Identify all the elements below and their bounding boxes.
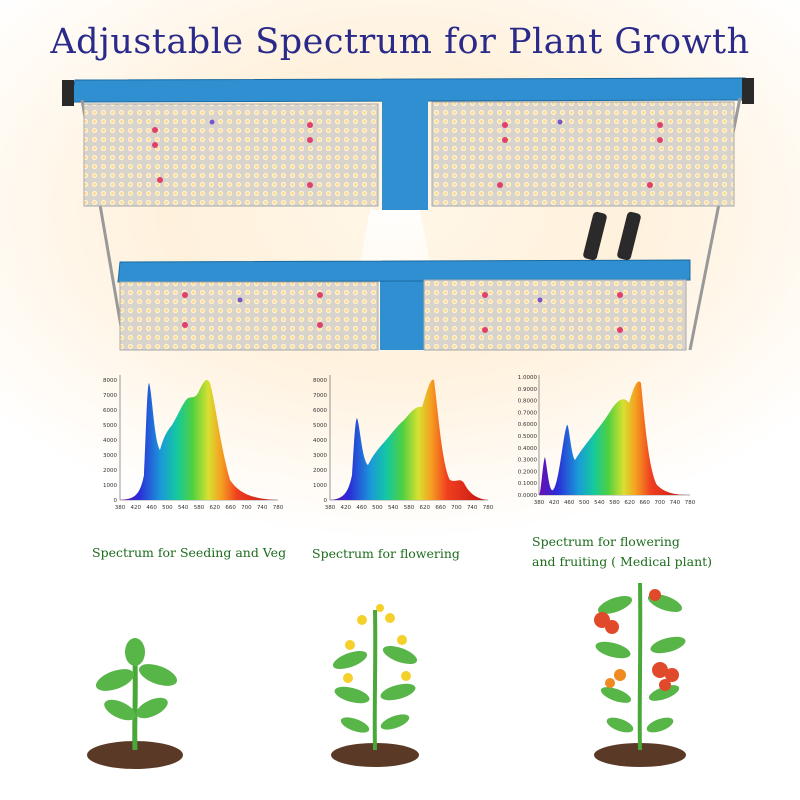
y-tick-label: 7000: [313, 393, 327, 399]
caption-line: Spectrum for Seeding and Veg: [92, 545, 287, 560]
x-tick-label: 780: [273, 505, 284, 511]
x-tick-label: 620: [420, 505, 431, 511]
y-tick-label: 0.0000: [518, 493, 538, 499]
x-tick-label: 620: [624, 500, 635, 506]
x-tick-label: 420: [549, 500, 560, 506]
x-tick-label: 700: [241, 505, 252, 511]
x-tick-label: 740: [467, 505, 478, 511]
fruiting-tomato-plant-icon: [594, 582, 686, 767]
x-tick-label: 660: [225, 505, 236, 511]
x-tick-label: 700: [655, 500, 666, 506]
spectrum-chart-fruiting: 0.0000 0.1000 0.2000 0.3000 0.4000 0.5000 0.60…: [518, 375, 696, 506]
y-tick-label: 5000: [103, 423, 117, 429]
x-tick-label: 460: [146, 505, 157, 511]
y-tick-label: 6000: [313, 408, 327, 414]
y-tick-label: 1000: [313, 483, 327, 489]
y-tick-label: 0.8000: [518, 399, 538, 405]
y-tick-label: 4000: [313, 438, 327, 444]
x-tick-label: 620: [210, 505, 221, 511]
y-tick-label: 5000: [313, 423, 327, 429]
x-tick-label: 740: [257, 505, 268, 511]
y-tick-label: 0.4000: [518, 446, 538, 452]
y-tick-label: 8000: [313, 378, 327, 384]
x-tick-label: 740: [670, 500, 681, 506]
x-tick-label: 540: [594, 500, 605, 506]
x-tick-label: 380: [325, 505, 336, 511]
x-tick-label: 420: [131, 505, 142, 511]
y-tick-label: 8000: [103, 378, 117, 384]
y-tick-label: 1.0000: [518, 375, 538, 381]
x-tick-label: 460: [356, 505, 367, 511]
y-tick-label: 2000: [103, 468, 117, 474]
y-tick-label: 0.6000: [518, 422, 538, 428]
y-tick-label: 4000: [103, 438, 117, 444]
y-tick-label: 0.9000: [518, 387, 538, 393]
y-tick-label: 0.3000: [518, 458, 538, 464]
caption-line: Spectrum for flowering: [532, 534, 680, 549]
x-tick-label: 580: [404, 505, 415, 511]
y-tick-label: 3000: [313, 453, 327, 459]
caption-seeding-veg: Spectrum for Seeding and Veg: [92, 543, 286, 563]
caption-flowering: Spectrum for flowering: [312, 544, 460, 564]
x-tick-label: 500: [372, 505, 383, 511]
y-tick-label: 0.1000: [518, 481, 538, 487]
x-tick-label: 380: [115, 505, 126, 511]
x-tick-label: 540: [178, 505, 189, 511]
x-tick-label: 780: [483, 505, 494, 511]
x-tick-label: 420: [341, 505, 352, 511]
y-tick-label: 6000: [103, 408, 117, 414]
y-tick-label: 0: [324, 498, 328, 504]
flowering-plant-icon: [331, 604, 419, 767]
spectrum-chart-flowering: 0 1000 2000 3000 4000 5000 6000 7000 8000 380 420…: [313, 375, 494, 511]
x-tick-label: 580: [194, 505, 205, 511]
x-tick-label: 580: [609, 500, 620, 506]
caption-line: Spectrum for flowering: [312, 546, 460, 561]
y-tick-label: 2000: [313, 468, 327, 474]
y-tick-label: 7000: [103, 393, 117, 399]
seedling-plant-icon: [87, 638, 183, 769]
x-tick-label: 660: [639, 500, 650, 506]
x-tick-label: 540: [388, 505, 399, 511]
x-tick-label: 780: [685, 500, 696, 506]
x-tick-label: 460: [564, 500, 575, 506]
spectrum-chart-seeding-veg: 0 1000 2000 3000 4000 5000 6000 7000 8000 380 420…: [103, 375, 284, 511]
y-tick-label: 0.2000: [518, 469, 538, 475]
y-tick-label: 0.7000: [518, 410, 538, 416]
spectrum-curve: [330, 379, 488, 500]
x-tick-label: 500: [579, 500, 590, 506]
y-tick-label: 3000: [103, 453, 117, 459]
caption-line: and fruiting ( Medical plant): [532, 554, 713, 569]
y-tick-label: 0.5000: [518, 434, 538, 440]
y-tick-label: 1000: [103, 483, 117, 489]
caption-fruiting: Spectrum for flowering and fruiting ( Me…: [532, 532, 712, 572]
x-tick-label: 700: [451, 505, 462, 511]
x-tick-label: 380: [534, 500, 545, 506]
x-tick-label: 660: [435, 505, 446, 511]
y-tick-label: 0: [114, 498, 118, 504]
page-title: Adjustable Spectrum for Plant Growth: [50, 22, 750, 62]
x-tick-label: 500: [162, 505, 173, 511]
led-grow-light-icon: [62, 77, 754, 370]
spectrum-curve: [120, 380, 278, 500]
spectrum-curve: [539, 381, 690, 495]
